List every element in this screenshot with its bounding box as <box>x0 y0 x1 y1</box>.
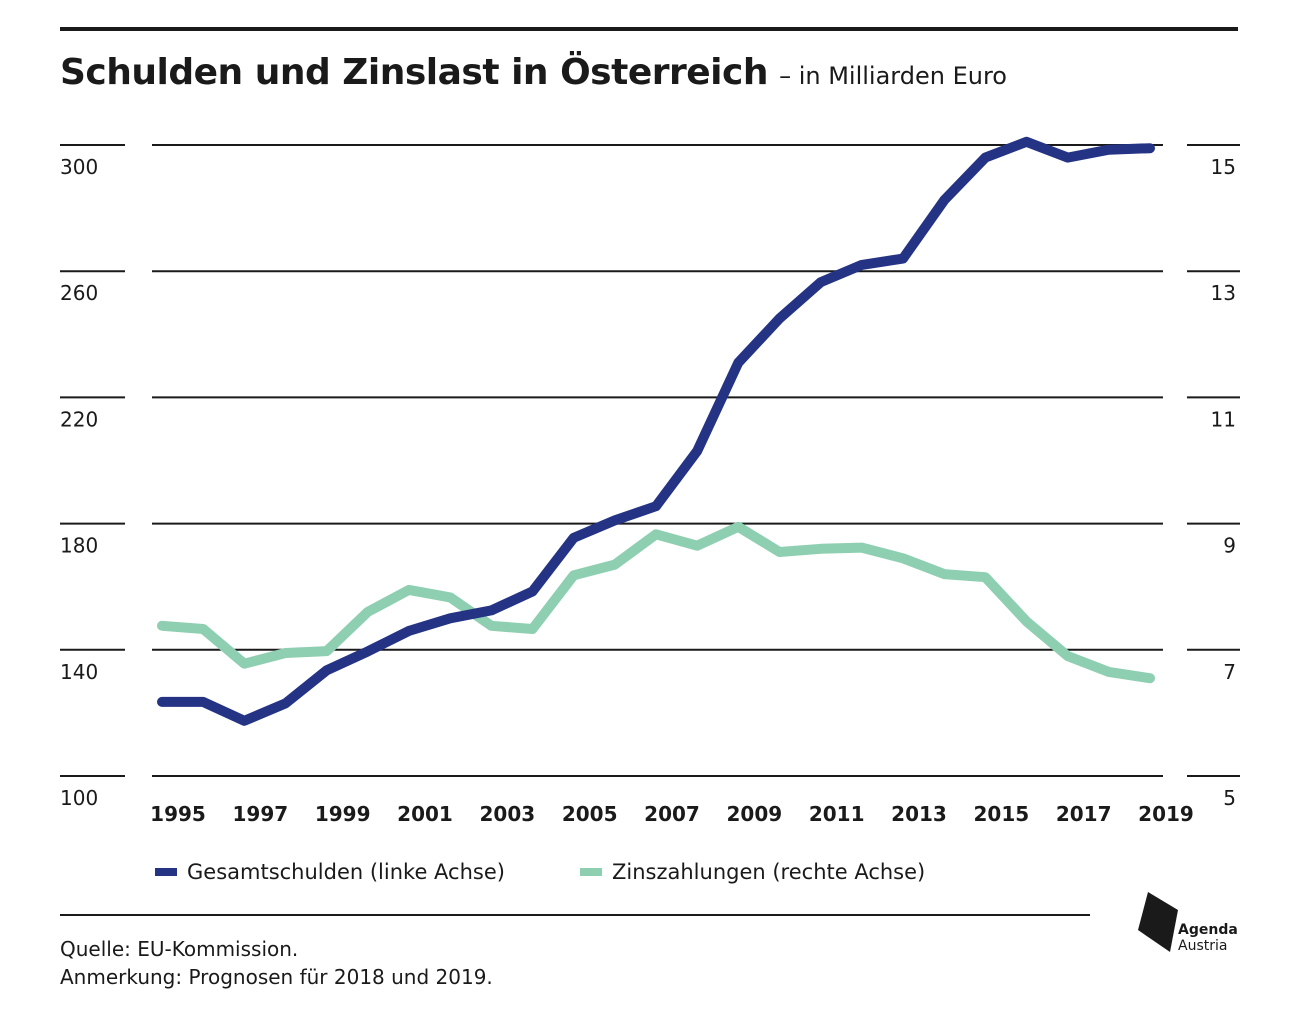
left-axis-tick-label: 100 <box>60 786 98 810</box>
right-axis-tick-label: 7 <box>1223 660 1236 684</box>
x-axis-tick-label: 2005 <box>562 802 618 826</box>
agenda-austria-logo: Agenda Austria <box>1136 890 1246 960</box>
left-axis-tick-label: 140 <box>60 660 98 684</box>
left-axis-tick-label: 260 <box>60 281 98 305</box>
right-axis-tick-label: 11 <box>1211 407 1236 431</box>
series-line-zinszahlungen <box>157 521 1155 684</box>
remark-note: Anmerkung: Prognosen für 2018 und 2019. <box>60 965 493 989</box>
right-axis-tick-label: 13 <box>1211 281 1236 305</box>
legend-item-gesamtschulden: Gesamtschulden (linke Achse) <box>155 860 505 884</box>
grid-lines <box>152 144 1163 777</box>
x-axis-tick-label: 2019 <box>1138 802 1194 826</box>
right-axis-ticks: 15 13 11 9 7 5 <box>1187 144 1240 810</box>
source-note: Quelle: EU-Kommission. <box>60 937 299 961</box>
legend-swatch-zinszahlungen <box>580 868 602 876</box>
top-rule <box>60 27 1238 31</box>
legend-label-zinszahlungen: Zinszahlungen (rechte Achse) <box>612 860 926 884</box>
x-axis-ticks: 1995 1997 1999 2001 2003 2005 2007 2009 2011 2013… <box>150 802 1194 826</box>
left-axis-ticks: 300 260 220 180 140 100 <box>60 144 125 810</box>
footer-rule <box>60 914 1090 916</box>
legend-label-gesamtschulden: Gesamtschulden (linke Achse) <box>187 860 505 884</box>
left-axis-tick-label: 220 <box>60 407 98 431</box>
legend-swatch-gesamtschulden <box>155 868 177 876</box>
x-axis-tick-label: 2011 <box>809 802 865 826</box>
series-line-gesamtschulden <box>157 136 1155 726</box>
right-axis-tick-label: 5 <box>1223 786 1236 810</box>
x-axis-tick-label: 1997 <box>232 802 288 826</box>
x-axis-tick-label: 2001 <box>397 802 453 826</box>
legend-item-zinszahlungen: Zinszahlungen (rechte Achse) <box>580 860 925 884</box>
right-axis-tick-label: 15 <box>1211 155 1236 179</box>
logo-line-2: Austria <box>1178 938 1228 954</box>
x-axis-tick-label: 2003 <box>479 802 535 826</box>
logo-line-1: Agenda <box>1178 922 1238 938</box>
x-axis-tick-label: 2009 <box>726 802 782 826</box>
chart-subtitle: – in Milliarden Euro <box>779 62 1007 90</box>
footer: Quelle: EU-Kommission. Anmerkung: Progno… <box>60 935 493 991</box>
right-axis-tick-label: 9 <box>1223 534 1236 558</box>
x-axis-tick-label: 2013 <box>891 802 947 826</box>
left-axis-tick-label: 300 <box>60 155 98 179</box>
chart-title: Schulden und Zinslast in Österreich <box>60 52 768 93</box>
title-block: Schulden und Zinslast in Österreich – in… <box>60 52 1007 93</box>
logo-mark-icon <box>1138 892 1178 952</box>
x-axis-tick-label: 1995 <box>150 802 206 826</box>
x-axis-tick-label: 2017 <box>1056 802 1112 826</box>
series-lines <box>157 136 1155 726</box>
x-axis-tick-label: 2007 <box>644 802 700 826</box>
x-axis-tick-label: 1999 <box>315 802 371 826</box>
left-axis-tick-label: 180 <box>60 534 98 558</box>
x-axis-tick-label: 2015 <box>973 802 1029 826</box>
logo-text: Agenda Austria <box>1178 922 1238 954</box>
